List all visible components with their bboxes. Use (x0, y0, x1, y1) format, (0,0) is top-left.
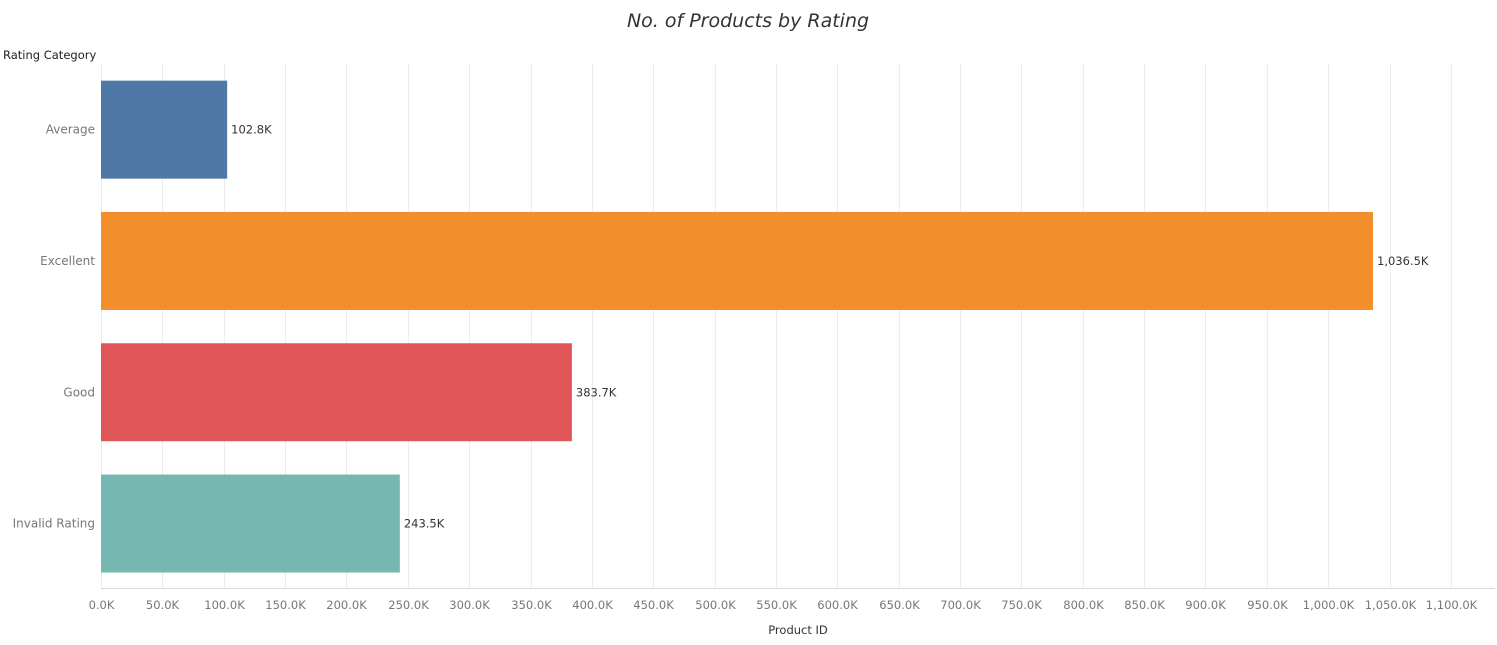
x-tick-label: 100.0K (204, 598, 245, 612)
value-label: 102.8K (231, 123, 272, 137)
bars (101, 80, 1373, 573)
x-tick-label: 500.0K (695, 598, 736, 612)
x-tick-label: 50.0K (146, 598, 180, 612)
x-tick-label: 250.0K (388, 598, 429, 612)
x-tick-label: 850.0K (1124, 598, 1165, 612)
value-label: 1,036.5K (1377, 254, 1429, 268)
x-axis-ticks: 0.0K 50.0K 100.0K 150.0K 200.0K 250.0K 300.0K 3… (89, 598, 1478, 612)
x-tick-label: 600.0K (817, 598, 858, 612)
value-labels: 102.8K 1,036.5K 383.7K 243.5K (231, 123, 1429, 531)
category-label: Average (46, 123, 95, 137)
bar-invalid-rating[interactable] (101, 474, 400, 573)
x-tick-label: 650.0K (879, 598, 920, 612)
x-tick-label: 1,100.0K (1426, 598, 1478, 612)
x-tick-label: 700.0K (940, 598, 981, 612)
x-tick-label: 1,050.0K (1365, 598, 1417, 612)
x-tick-label: 200.0K (326, 598, 367, 612)
row-header-label: Rating Category (3, 48, 96, 62)
chart-title: No. of Products by Rating (627, 10, 869, 32)
x-tick-label: 350.0K (511, 598, 552, 612)
x-tick-label: 550.0K (756, 598, 797, 612)
x-tick-label: 300.0K (449, 598, 490, 612)
x-tick-label: 800.0K (1063, 598, 1104, 612)
x-tick-label: 450.0K (633, 598, 674, 612)
x-tick-label: 400.0K (572, 598, 613, 612)
x-tick-label: 0.0K (89, 598, 115, 612)
category-label: Excellent (40, 254, 95, 268)
gridlines (101, 64, 1452, 588)
bar-average[interactable] (101, 80, 228, 179)
category-label: Invalid Rating (13, 517, 95, 531)
bar-excellent[interactable] (101, 211, 1373, 310)
x-tick-label: 900.0K (1185, 598, 1226, 612)
value-label: 243.5K (404, 517, 445, 531)
bar-good[interactable] (101, 343, 572, 442)
x-axis-title: Product ID (768, 623, 828, 637)
x-tick-label: 750.0K (1001, 598, 1042, 612)
category-label: Good (63, 385, 95, 399)
x-tick-label: 150.0K (265, 598, 306, 612)
x-tick-label: 1,000.0K (1303, 598, 1355, 612)
category-labels: Average Excellent Good Invalid Rating (13, 123, 96, 531)
value-label: 383.7K (576, 385, 617, 399)
x-tick-label: 950.0K (1247, 598, 1288, 612)
